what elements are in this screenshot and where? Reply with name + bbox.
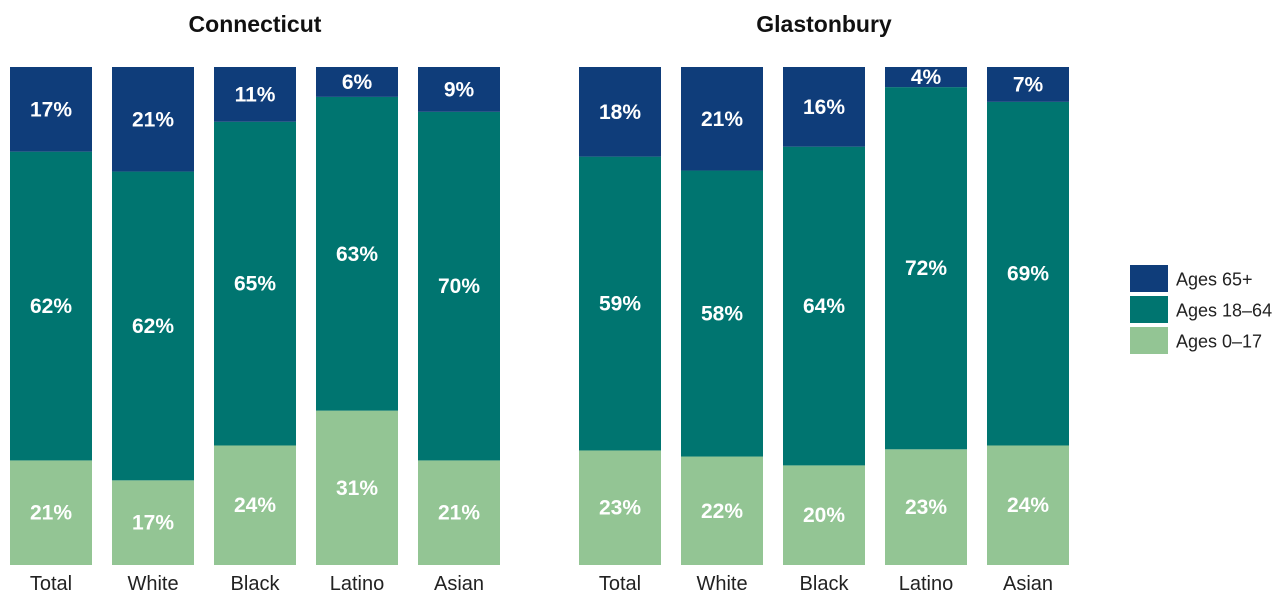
segment-connecticut-white-ages-0-17: [112, 480, 194, 565]
category-label-connecticut-total: Total: [30, 573, 72, 593]
legend-swatch-ages-65: [1130, 265, 1168, 292]
legend-swatch-ages-0-17: [1130, 327, 1168, 354]
data-label-glastonbury-total-ages-65: 18%: [599, 101, 641, 124]
legend-item-ages-0-17: Ages 0–17: [1130, 327, 1262, 354]
data-label-connecticut-white-ages-18-64: 62%: [132, 315, 174, 338]
segment-connecticut-white-ages-65: [112, 67, 194, 172]
bar-glastonbury-asian: 24% 69% 7%: [987, 67, 1069, 565]
bar-connecticut-total: 21% 62% 17%: [10, 67, 92, 565]
data-label-glastonbury-latino-ages-65: 4%: [911, 66, 942, 89]
data-label-connecticut-black-ages-18-64: 65%: [234, 273, 276, 296]
segment-glastonbury-white-ages-65: [681, 67, 763, 171]
segment-connecticut-latino-ages-0-17: [316, 410, 398, 565]
data-label-connecticut-asian-ages-18-64: 70%: [438, 275, 480, 298]
segment-connecticut-asian-ages-18-64: [418, 111, 500, 461]
data-label-connecticut-asian-ages-65: 9%: [444, 78, 475, 101]
segment-connecticut-white-ages-18-64: [112, 171, 194, 481]
category-label-glastonbury-asian: Asian: [1003, 573, 1053, 593]
legend-item-ages-18-64: Ages 18–64: [1130, 296, 1272, 323]
segment-glastonbury-total-ages-0-17: [579, 450, 661, 565]
bar-connecticut-latino: 31% 63% 6%: [316, 67, 398, 565]
data-label-glastonbury-white-ages-0-17: 22%: [701, 500, 743, 523]
segment-connecticut-total-ages-18-64: [10, 151, 92, 461]
segment-connecticut-latino-ages-18-64: [316, 96, 398, 411]
data-label-connecticut-total-ages-18-64: 62%: [30, 295, 72, 318]
segment-glastonbury-white-ages-0-17: [681, 456, 763, 565]
bar-connecticut-asian: 21% 70% 9%: [418, 67, 500, 565]
category-label-connecticut-asian: Asian: [434, 573, 484, 593]
segment-glastonbury-total-ages-65: [579, 67, 661, 157]
bar-connecticut-black: 24% 65% 11%: [214, 67, 296, 565]
panel-connecticut: Connecticut 21% 62% 17% Total 17% 62% 21% White 2…: [10, 11, 500, 593]
data-label-connecticut-total-ages-65: 17%: [30, 98, 72, 121]
category-label-connecticut-black: Black: [231, 573, 281, 593]
segment-glastonbury-black-ages-65: [783, 67, 865, 147]
data-label-connecticut-latino-ages-65: 6%: [342, 71, 373, 94]
data-label-connecticut-black-ages-0-17: 24%: [234, 494, 276, 517]
data-label-glastonbury-latino-ages-0-17: 23%: [905, 496, 947, 519]
bar-connecticut-white: 17% 62% 21%: [112, 67, 194, 565]
legend-label-ages-0-17: Ages 0–17: [1176, 332, 1262, 352]
category-label-glastonbury-latino: Latino: [899, 573, 954, 593]
data-label-glastonbury-black-ages-0-17: 20%: [803, 504, 845, 527]
segment-glastonbury-latino-ages-18-64: [885, 87, 967, 450]
legend-item-ages-65: Ages 65+: [1130, 265, 1253, 292]
segment-connecticut-asian-ages-0-17: [418, 460, 500, 565]
panel-glastonbury: Glastonbury 23% 59% 18% Total 22% 58% 21% White 2…: [579, 11, 1069, 593]
segment-connecticut-black-ages-65: [214, 67, 296, 122]
segment-glastonbury-latino-ages-0-17: [885, 449, 967, 565]
segment-glastonbury-total-ages-18-64: [579, 156, 661, 451]
bar-glastonbury-latino: 23% 72% 4%: [885, 66, 967, 565]
segment-connecticut-black-ages-18-64: [214, 121, 296, 446]
segment-connecticut-total-ages-65: [10, 67, 92, 152]
category-label-connecticut-latino: Latino: [330, 573, 385, 593]
segment-connecticut-latino-ages-65: [316, 67, 398, 97]
category-label-glastonbury-total: Total: [599, 573, 641, 593]
data-label-connecticut-latino-ages-0-17: 31%: [336, 477, 378, 500]
data-label-connecticut-white-ages-65: 21%: [132, 108, 174, 131]
category-label-glastonbury-white: White: [696, 573, 747, 593]
segment-connecticut-asian-ages-65: [418, 67, 500, 112]
data-label-connecticut-black-ages-65: 11%: [235, 83, 276, 106]
category-label-connecticut-white: White: [127, 573, 178, 593]
legend-label-ages-18-64: Ages 18–64: [1176, 301, 1272, 321]
segment-glastonbury-white-ages-18-64: [681, 170, 763, 457]
bar-glastonbury-total: 23% 59% 18%: [579, 67, 661, 565]
segment-glastonbury-black-ages-18-64: [783, 146, 865, 466]
data-label-glastonbury-latino-ages-18-64: 72%: [905, 257, 947, 280]
segment-glastonbury-asian-ages-65: [987, 67, 1069, 102]
category-label-glastonbury-black: Black: [800, 573, 850, 593]
data-label-glastonbury-white-ages-18-64: 58%: [701, 303, 743, 326]
legend-swatch-ages-18-64: [1130, 296, 1168, 323]
panel-title-connecticut: Connecticut: [189, 11, 322, 37]
segment-connecticut-total-ages-0-17: [10, 460, 92, 565]
segment-glastonbury-black-ages-0-17: [783, 465, 865, 565]
data-label-glastonbury-total-ages-18-64: 59%: [599, 293, 641, 316]
data-label-glastonbury-asian-ages-18-64: 69%: [1007, 263, 1049, 286]
data-label-glastonbury-total-ages-0-17: 23%: [599, 497, 641, 520]
data-label-connecticut-total-ages-0-17: 21%: [30, 502, 72, 525]
data-label-glastonbury-asian-ages-0-17: 24%: [1007, 494, 1049, 517]
chart-panels: Connecticut 21% 62% 17% Total 17% 62% 21% White 2…: [10, 11, 1069, 593]
legend: Ages 65+ Ages 18–64 Ages 0–17: [1130, 265, 1272, 354]
data-label-glastonbury-black-ages-18-64: 64%: [803, 295, 845, 318]
segment-glastonbury-asian-ages-0-17: [987, 445, 1069, 565]
segment-glastonbury-latino-ages-65: [885, 67, 967, 88]
segment-connecticut-black-ages-0-17: [214, 445, 296, 565]
bar-glastonbury-white: 22% 58% 21%: [681, 67, 763, 565]
data-label-glastonbury-black-ages-65: 16%: [803, 96, 845, 119]
data-label-glastonbury-white-ages-65: 21%: [701, 108, 743, 131]
bar-glastonbury-black: 20% 64% 16%: [783, 67, 865, 565]
data-label-connecticut-latino-ages-18-64: 63%: [336, 243, 378, 266]
segment-glastonbury-asian-ages-18-64: [987, 101, 1069, 446]
panel-title-glastonbury: Glastonbury: [756, 11, 892, 37]
data-label-connecticut-white-ages-0-17: 17%: [132, 512, 174, 535]
legend-label-ages-65: Ages 65+: [1176, 270, 1253, 290]
data-label-glastonbury-asian-ages-65: 7%: [1013, 73, 1044, 96]
data-label-connecticut-asian-ages-0-17: 21%: [438, 502, 480, 525]
